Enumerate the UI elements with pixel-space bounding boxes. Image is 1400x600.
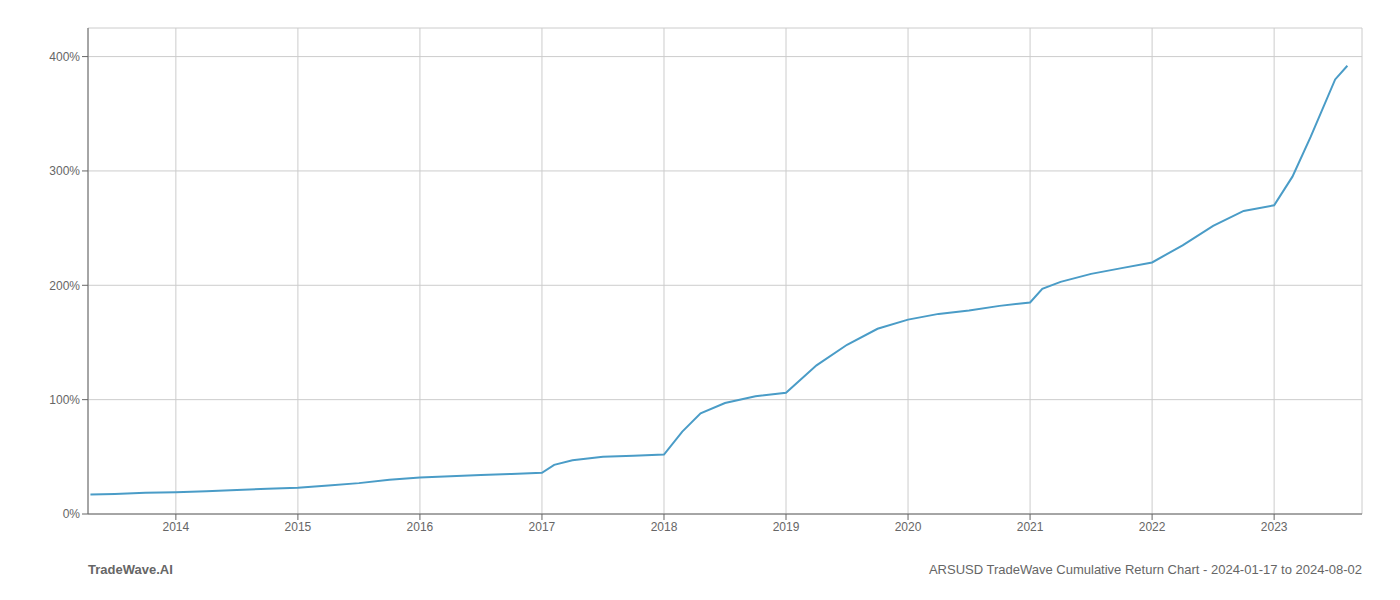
svg-text:200%: 200% <box>49 279 80 293</box>
svg-text:2014: 2014 <box>163 520 190 534</box>
svg-text:2023: 2023 <box>1261 520 1288 534</box>
svg-text:2022: 2022 <box>1139 520 1166 534</box>
html-text:TradeWave.AI: TradeWave.AI <box>88 561 173 577</box>
svg-text:2016: 2016 <box>407 520 434 534</box>
svg-text:300%: 300% <box>49 164 80 178</box>
svg-text:0%: 0% <box>63 507 81 521</box>
svg-text:2020: 2020 <box>895 520 922 534</box>
svg-text:2018: 2018 <box>651 520 678 534</box>
svg-text:2021: 2021 <box>1017 520 1044 534</box>
svg-text:2017: 2017 <box>529 520 556 534</box>
svg-text:2019: 2019 <box>773 520 800 534</box>
svg-text:400%: 400% <box>49 50 80 64</box>
html-text:ARSUSD TradeWave Cumulative Re: ARSUSD TradeWave Cumulative Return Chart… <box>928 561 1362 577</box>
svg-text:100%: 100% <box>49 393 80 407</box>
svg-text:2015: 2015 <box>285 520 312 534</box>
